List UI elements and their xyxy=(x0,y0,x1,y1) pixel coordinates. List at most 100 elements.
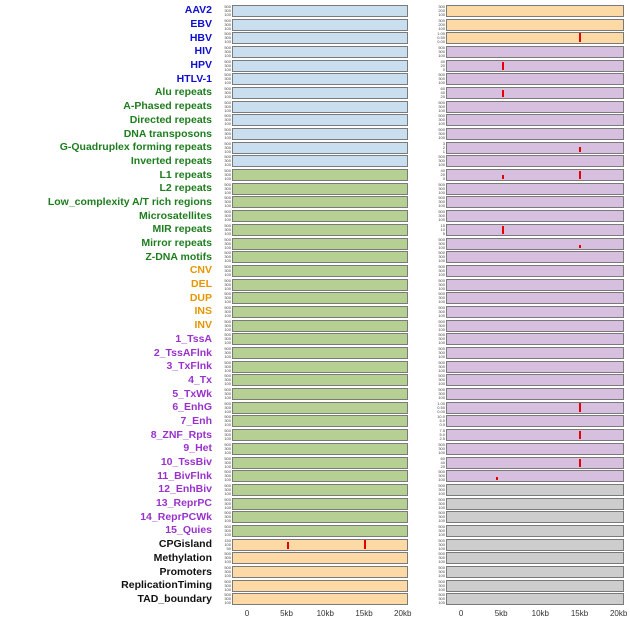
track-box-left xyxy=(232,483,408,496)
track-row: Inverted repeats 500 300 100 500 300 100 xyxy=(0,155,630,169)
y-tick-label: 20 xyxy=(440,463,445,469)
track-row: HBV 500 300 100 1.00 0.50 0.00 xyxy=(0,31,630,45)
track-box-right xyxy=(446,483,624,496)
y-tick-label: 500 xyxy=(438,523,445,529)
y-tick-label: 100 xyxy=(438,203,445,209)
row-label: Low_complexity A/T rich regions xyxy=(47,195,212,208)
row-label: 12_EnhBiv xyxy=(158,483,212,496)
track-box-left xyxy=(232,114,408,127)
row-label: Directed repeats xyxy=(129,113,212,126)
track-box-right xyxy=(446,511,624,524)
track-row: INV 500 300 100 500 300 100 xyxy=(0,319,630,333)
track-box-left xyxy=(232,333,408,346)
y-tick-label: 300 xyxy=(224,240,231,246)
y-tick-label: 300 xyxy=(224,473,231,479)
y-tick-label: 300 xyxy=(438,185,445,191)
y-tick-label: 100 xyxy=(224,490,231,496)
track-box-right xyxy=(446,278,624,291)
y-ticks-right: 40 20 0 xyxy=(432,59,446,72)
y-tick-label: 300 xyxy=(224,486,231,492)
row-label: 3_TxFlnk xyxy=(166,360,212,373)
y-tick-label: 100 xyxy=(224,11,231,17)
row-label: 14_ReprPCWk xyxy=(140,510,212,523)
y-ticks-left: 500 300 100 xyxy=(218,3,232,17)
signal-spike xyxy=(579,170,581,180)
y-tick-label: 500 xyxy=(224,195,231,201)
y-tick-label: 10.0 xyxy=(437,414,445,420)
y-ticks-right: 60 40 20 xyxy=(432,86,446,99)
x-axis-label: 10kb xyxy=(531,609,550,619)
y-tick-label: 100 xyxy=(438,504,445,510)
y-tick-label: 500 xyxy=(224,510,231,516)
y-tick-label: 200 xyxy=(438,7,445,13)
y-ticks-left: 500 300 100 xyxy=(218,360,232,373)
y-ticks-left: 500 300 100 xyxy=(218,73,232,85)
y-tick-label: 300 xyxy=(224,432,231,438)
track-row: DNA transposons 500 300 100 500 300 100 xyxy=(0,127,630,141)
track-box-left xyxy=(232,360,408,373)
track-box-right xyxy=(446,566,624,579)
row-label: Methylation xyxy=(153,551,212,564)
track-box-right xyxy=(446,593,624,606)
row-label: 10_TssBiv xyxy=(160,456,212,469)
y-tick-label: 500 xyxy=(224,222,231,228)
y-tick-label: 300 xyxy=(438,213,445,219)
track-box-left xyxy=(232,223,408,236)
y-tick-label: 500 xyxy=(224,346,231,352)
y-tick-label: 300 xyxy=(224,500,231,506)
y-tick-label: 500 xyxy=(438,359,445,365)
y-tick-label: 100 xyxy=(224,25,231,31)
row-label: 1_TssA xyxy=(175,332,212,345)
y-tick-label: 1.00 xyxy=(437,400,445,406)
y-ticks-right: 500 300 100 xyxy=(432,251,446,263)
signal-spike xyxy=(579,33,581,43)
track-box-left xyxy=(232,470,408,483)
y-tick-label: 500 xyxy=(224,455,231,461)
row-label: HIV xyxy=(194,45,212,58)
y-tick-label: 300 xyxy=(224,445,231,451)
y-tick-label: 100 xyxy=(224,107,231,113)
x-axis-label: 15kb xyxy=(355,609,373,619)
signal-spike xyxy=(579,458,581,467)
y-tick-label: 500 xyxy=(224,578,231,584)
y-ticks-left: 500 300 100 xyxy=(218,32,232,44)
signal-spike xyxy=(501,89,504,97)
track-box-left xyxy=(232,73,408,86)
y-ticks-right: 500 300 100 xyxy=(432,579,446,592)
y-tick-label: 300 xyxy=(224,582,231,588)
y-tick-label: 100 xyxy=(224,463,231,469)
y-tick-label: 300 xyxy=(438,514,445,520)
y-tick-label: 100 xyxy=(224,340,231,346)
y-tick-label: 300 xyxy=(438,117,445,123)
track-row: TAD_boundary 500 300 100 500 300 100 xyxy=(0,593,630,607)
track-box-left xyxy=(232,86,408,99)
row-label: 9_Het xyxy=(183,442,212,455)
y-ticks-right: 500 300 100 xyxy=(432,333,446,345)
y-ticks-right: 500 300 100 xyxy=(432,319,446,332)
y-ticks-left: 500 300 100 xyxy=(218,155,232,167)
y-tick-label: 100 xyxy=(438,518,445,524)
y-tick-label: 300 xyxy=(438,254,445,260)
row-label: Microsatellites xyxy=(139,209,212,222)
track-row: Alu repeats 500 300 100 60 40 20 xyxy=(0,86,630,100)
y-tick-label: 300 xyxy=(224,555,231,561)
track-box-right xyxy=(446,114,624,127)
y-tick-label: 100 xyxy=(224,326,231,332)
y-tick-label: 300 xyxy=(224,185,231,191)
y-tick-label: 100 xyxy=(224,148,231,154)
y-tick-label: 300 xyxy=(438,582,445,588)
track-box-left xyxy=(232,566,408,579)
y-ticks-left: 500 300 100 xyxy=(218,210,232,222)
y-tick-label: 5.0 xyxy=(439,432,445,438)
y-ticks-right: 500 300 100 xyxy=(432,305,446,318)
y-tick-label: 100 xyxy=(224,285,231,291)
y-tick-label: 100 xyxy=(224,586,231,592)
y-ticks-right: 500 300 100 xyxy=(432,182,446,195)
y-ticks-left: 500 300 100 xyxy=(218,429,232,441)
y-tick-label: 100 xyxy=(224,408,231,414)
track-box-left xyxy=(232,278,408,291)
y-tick-label: 500 xyxy=(224,3,231,9)
track-row: HTLV-1 500 300 100 500 300 100 xyxy=(0,72,630,86)
y-tick-label: 300 xyxy=(224,131,231,137)
y-ticks-left: 500 300 100 xyxy=(218,455,232,469)
